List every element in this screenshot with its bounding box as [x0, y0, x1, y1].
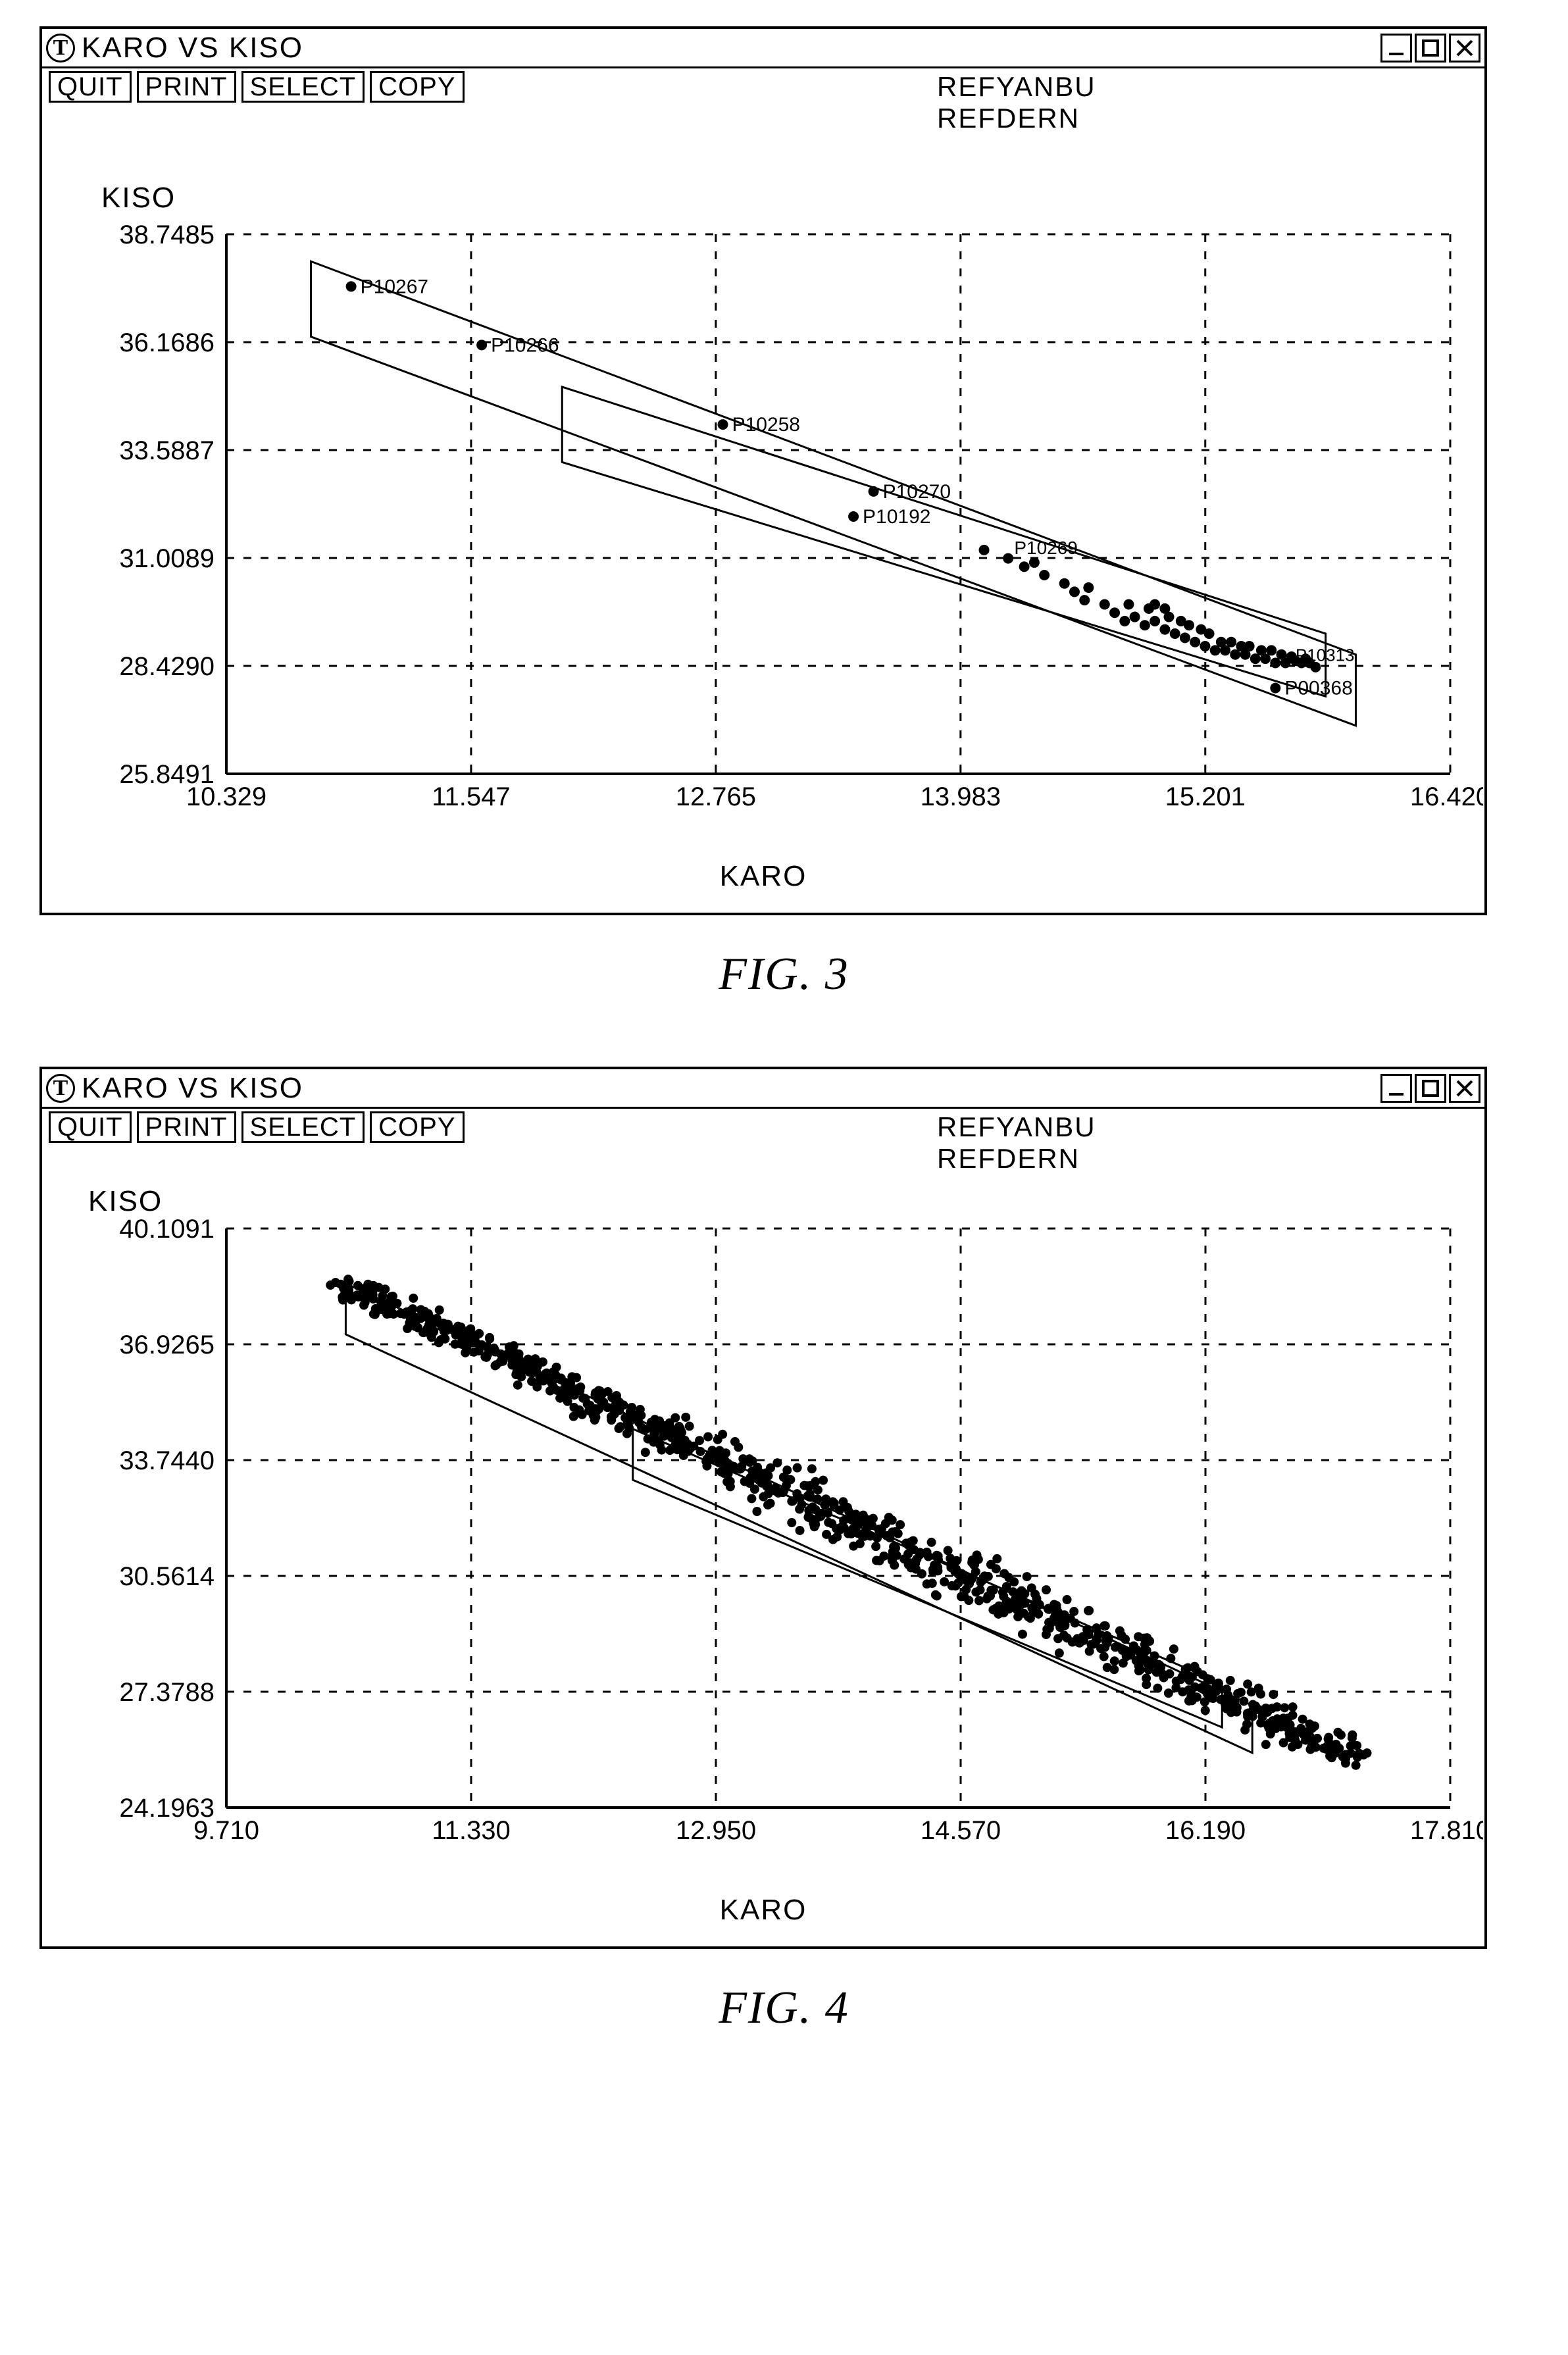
svg-text:12.765: 12.765 — [676, 782, 756, 811]
scatter-chart: 38.748536.168633.588731.008928.429025.84… — [62, 109, 1483, 853]
svg-text:36.1686: 36.1686 — [119, 328, 215, 357]
svg-text:13.983: 13.983 — [921, 782, 1001, 811]
select-button[interactable]: SELECT — [241, 1111, 365, 1143]
svg-text:P10192: P10192 — [863, 506, 930, 528]
toolbar: QUIT PRINT SELECT COPY — [42, 1109, 1484, 1143]
figure-caption: FIG. 4 — [39, 1982, 1529, 2035]
svg-text:15.201: 15.201 — [1165, 782, 1246, 811]
svg-text:16.420: 16.420 — [1410, 782, 1483, 811]
svg-text:P00368: P00368 — [1284, 678, 1352, 699]
y-axis-title: KISO — [88, 1185, 163, 1218]
y-axis-title: KISO — [101, 182, 176, 215]
svg-text:12.950: 12.950 — [676, 1816, 756, 1845]
x-axis-title: KARO — [62, 1894, 1465, 1927]
chart-window: T KARO VS KISO QUIT PRINT SELECT COPY RE… — [39, 26, 1487, 915]
quit-button[interactable]: QUIT — [49, 71, 132, 103]
svg-text:9.710: 9.710 — [193, 1816, 259, 1845]
svg-text:17.810: 17.810 — [1410, 1816, 1483, 1845]
titlebar: T KARO VS KISO — [42, 29, 1484, 68]
scatter-chart: 40.109136.926533.744030.561427.378824.19… — [62, 1150, 1483, 1887]
maximize-icon[interactable] — [1415, 1074, 1446, 1103]
copy-button[interactable]: COPY — [370, 1111, 464, 1143]
svg-text:33.7440: 33.7440 — [119, 1446, 215, 1475]
chart-area: KISO 40.1091 36.9265 33.7440 30.5614 27.3788… — [42, 1143, 1484, 1946]
svg-text:16.190: 16.190 — [1165, 1816, 1246, 1845]
minimize-icon[interactable] — [1380, 1074, 1412, 1103]
window-title: KARO VS KISO — [82, 32, 1380, 64]
svg-text:36.9265: 36.9265 — [119, 1330, 215, 1359]
window-controls — [1380, 34, 1480, 63]
select-button[interactable]: SELECT — [241, 71, 365, 103]
svg-text:P10269: P10269 — [1014, 538, 1078, 558]
app-icon: T — [46, 34, 75, 63]
svg-text:40.1091: 40.1091 — [119, 1215, 215, 1244]
window-controls — [1380, 1074, 1480, 1103]
svg-text:31.0089: 31.0089 — [119, 544, 215, 573]
figure-4-block: T KARO VS KISO QUIT PRINT SELECT COPY RE… — [39, 1067, 1529, 2035]
minimize-icon[interactable] — [1380, 34, 1412, 63]
print-button[interactable]: PRINT — [137, 1111, 236, 1143]
svg-text:P10313: P10313 — [1296, 645, 1355, 665]
chart-area: KISO 38.7485 36.1686 33.5887 31.0089 28.4290… — [42, 103, 1484, 913]
app-icon: T — [46, 1074, 75, 1103]
svg-text:14.570: 14.570 — [921, 1816, 1001, 1845]
legend-item: REFYANBU — [937, 1111, 1096, 1143]
x-axis-title: KARO — [62, 860, 1465, 893]
svg-text:28.4290: 28.4290 — [119, 652, 215, 681]
svg-text:10.329: 10.329 — [186, 782, 266, 811]
svg-text:P10258: P10258 — [732, 414, 800, 436]
figure-3-block: T KARO VS KISO QUIT PRINT SELECT COPY RE… — [39, 26, 1529, 1001]
copy-button[interactable]: COPY — [370, 71, 464, 103]
svg-text:33.5887: 33.5887 — [119, 436, 215, 465]
close-icon[interactable] — [1449, 34, 1480, 63]
quit-button[interactable]: QUIT — [49, 1111, 132, 1143]
window-title: KARO VS KISO — [82, 1072, 1380, 1105]
svg-text:P10267: P10267 — [361, 276, 428, 297]
chart-window: T KARO VS KISO QUIT PRINT SELECT COPY RE… — [39, 1067, 1487, 1949]
svg-text:P10270: P10270 — [883, 481, 951, 503]
svg-text:11.330: 11.330 — [432, 1816, 510, 1845]
print-button[interactable]: PRINT — [137, 71, 236, 103]
svg-text:27.3788: 27.3788 — [119, 1678, 215, 1707]
maximize-icon[interactable] — [1415, 34, 1446, 63]
svg-text:P10266: P10266 — [491, 334, 559, 356]
titlebar: T KARO VS KISO — [42, 1069, 1484, 1109]
legend-item: REFYANBU — [937, 71, 1096, 103]
toolbar: QUIT PRINT SELECT COPY — [42, 68, 1484, 103]
close-icon[interactable] — [1449, 1074, 1480, 1103]
svg-text:30.5614: 30.5614 — [119, 1562, 215, 1591]
svg-text:38.7485: 38.7485 — [119, 220, 215, 249]
figure-caption: FIG. 3 — [39, 948, 1529, 1001]
svg-text:11.547: 11.547 — [432, 782, 510, 811]
